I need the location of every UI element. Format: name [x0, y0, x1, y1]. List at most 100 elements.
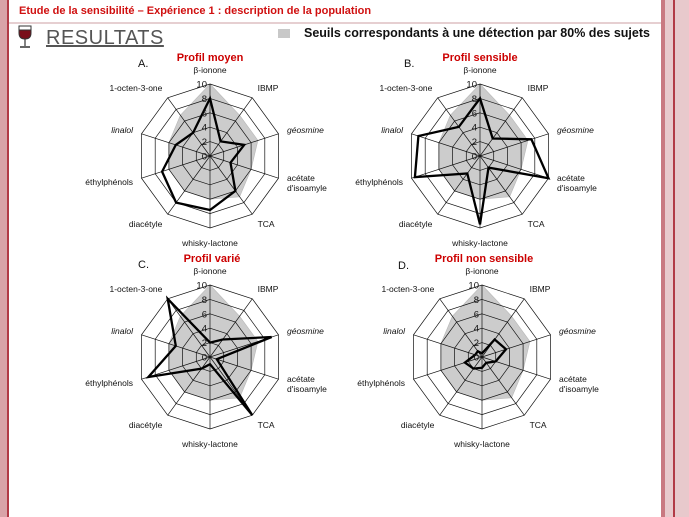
legend-swatch: [278, 28, 290, 38]
axis-label: acétate d'isoamyle: [287, 374, 327, 394]
axis-label: linalol: [383, 326, 406, 336]
axis-label: whisky-lactone: [453, 439, 510, 449]
axis-label: whisky-lactone: [451, 238, 508, 248]
axis-spoke: [411, 155, 481, 179]
axis-label: β-ionone: [193, 266, 227, 276]
wine-glass-icon: [18, 25, 32, 48]
tick-label: 6: [472, 108, 477, 119]
axis-spoke: [413, 334, 483, 358]
tick-label: 0: [472, 152, 477, 163]
threshold-area: [440, 284, 531, 401]
axis-spoke: [209, 97, 253, 157]
slide-frame-right: [665, 0, 689, 517]
slide-frame-right-inner-line: [673, 0, 675, 517]
axis-label: IBMP: [530, 284, 551, 294]
chart-title: Profil varié: [184, 253, 241, 265]
tick-label: 10: [468, 281, 479, 292]
axis-label: diacétyle: [129, 420, 163, 430]
axis-label: linalol: [381, 125, 404, 135]
axis-label: IBMP: [528, 83, 549, 93]
tick-label: 6: [202, 309, 207, 320]
axis-label: géosmine: [287, 326, 324, 336]
panel-letter: C.: [138, 259, 149, 271]
axis-label: linalol: [111, 326, 134, 336]
tick-label: 4: [202, 324, 207, 335]
tick-label: 6: [202, 108, 207, 119]
axis-spoke: [209, 155, 279, 179]
axis-spoke: [209, 155, 253, 215]
axis-label: éthylphénols: [355, 177, 403, 187]
axis-spoke: [411, 133, 481, 157]
tick-label: 4: [202, 123, 207, 134]
axis-spoke: [479, 155, 523, 215]
axis-spoke: [167, 155, 211, 215]
chart-title: Profil non sensible: [435, 253, 533, 265]
axis-label: β-ionone: [193, 65, 227, 75]
axis-spoke: [479, 155, 549, 179]
panel-letter: B.: [404, 58, 414, 70]
tick-label: 10: [196, 281, 207, 292]
axis-label: acétate d'isoamyle: [557, 173, 597, 193]
tick-label: 0: [202, 152, 207, 163]
axis-label: IBMP: [258, 284, 279, 294]
axis-label: géosmine: [287, 125, 324, 135]
axis-spoke: [481, 334, 551, 358]
header-bar: Etude de la sensibilité – Expérience 1 :…: [9, 0, 661, 24]
axis-label: éthylphénols: [357, 378, 405, 388]
axis-label: whisky-lactone: [181, 439, 238, 449]
tick-label: 8: [202, 295, 207, 306]
panel-letter: D.: [398, 260, 409, 272]
axis-label: acétate d'isoamyle: [559, 374, 599, 394]
axis-label: 1-octen-3-one: [109, 83, 162, 93]
axis-label: TCA: [258, 420, 275, 430]
tick-label: 4: [472, 123, 477, 134]
chart-title: Profil sensible: [442, 52, 517, 64]
axis-label: β-ionone: [463, 65, 497, 75]
axis-label: 1-octen-3-one: [379, 83, 432, 93]
axis-spoke: [479, 133, 549, 157]
axis-label: géosmine: [557, 125, 594, 135]
tick-label: 10: [466, 80, 477, 91]
axis-label: acétate d'isoamyle: [287, 173, 327, 193]
tick-label: 4: [474, 324, 479, 335]
legend-label: Seuils correspondants à une détection pa…: [304, 26, 650, 40]
axis-label: TCA: [530, 420, 547, 430]
axis-spoke: [439, 356, 483, 416]
profile-line: [413, 95, 551, 225]
axis-label: 1-octen-3-one: [381, 284, 434, 294]
axis-label: éthylphénols: [85, 177, 133, 187]
axis-spoke: [167, 97, 211, 157]
slide-frame-right-line: [661, 0, 665, 517]
tick-label: 0: [474, 353, 479, 364]
axis-label: diacétyle: [129, 219, 163, 229]
axis-spoke: [479, 97, 523, 157]
profile-line: [145, 295, 273, 416]
legend: Seuils correspondants à une détection pa…: [278, 26, 650, 40]
axis-label: TCA: [528, 219, 545, 229]
tick-label: 0: [202, 353, 207, 364]
axis-spoke: [437, 155, 481, 215]
slide-frame-left-line: [7, 0, 9, 517]
axis-spoke: [209, 356, 279, 380]
axis-spoke: [481, 356, 525, 416]
axis-label: whisky-lactone: [181, 238, 238, 248]
axis-spoke: [413, 356, 483, 380]
tick-label: 2: [474, 338, 479, 349]
tick-label: 8: [202, 94, 207, 105]
axis-label: éthylphénols: [85, 378, 133, 388]
axis-spoke: [141, 155, 211, 179]
chart-title: Profil moyen: [177, 52, 244, 64]
panel-letter: A.: [138, 58, 148, 70]
axis-label: β-ionone: [465, 266, 499, 276]
axis-label: TCA: [258, 219, 275, 229]
axis-spoke: [209, 298, 253, 358]
axis-label: diacétyle: [399, 219, 433, 229]
tick-label: 2: [202, 338, 207, 349]
profile-line: [462, 337, 508, 370]
profile-line: [160, 95, 247, 212]
topic-title: Etude de la sensibilité – Expérience 1 :…: [19, 5, 372, 17]
axis-label: linalol: [111, 125, 134, 135]
tick-label: 8: [474, 295, 479, 306]
section-title: RESULTATS: [46, 27, 164, 49]
